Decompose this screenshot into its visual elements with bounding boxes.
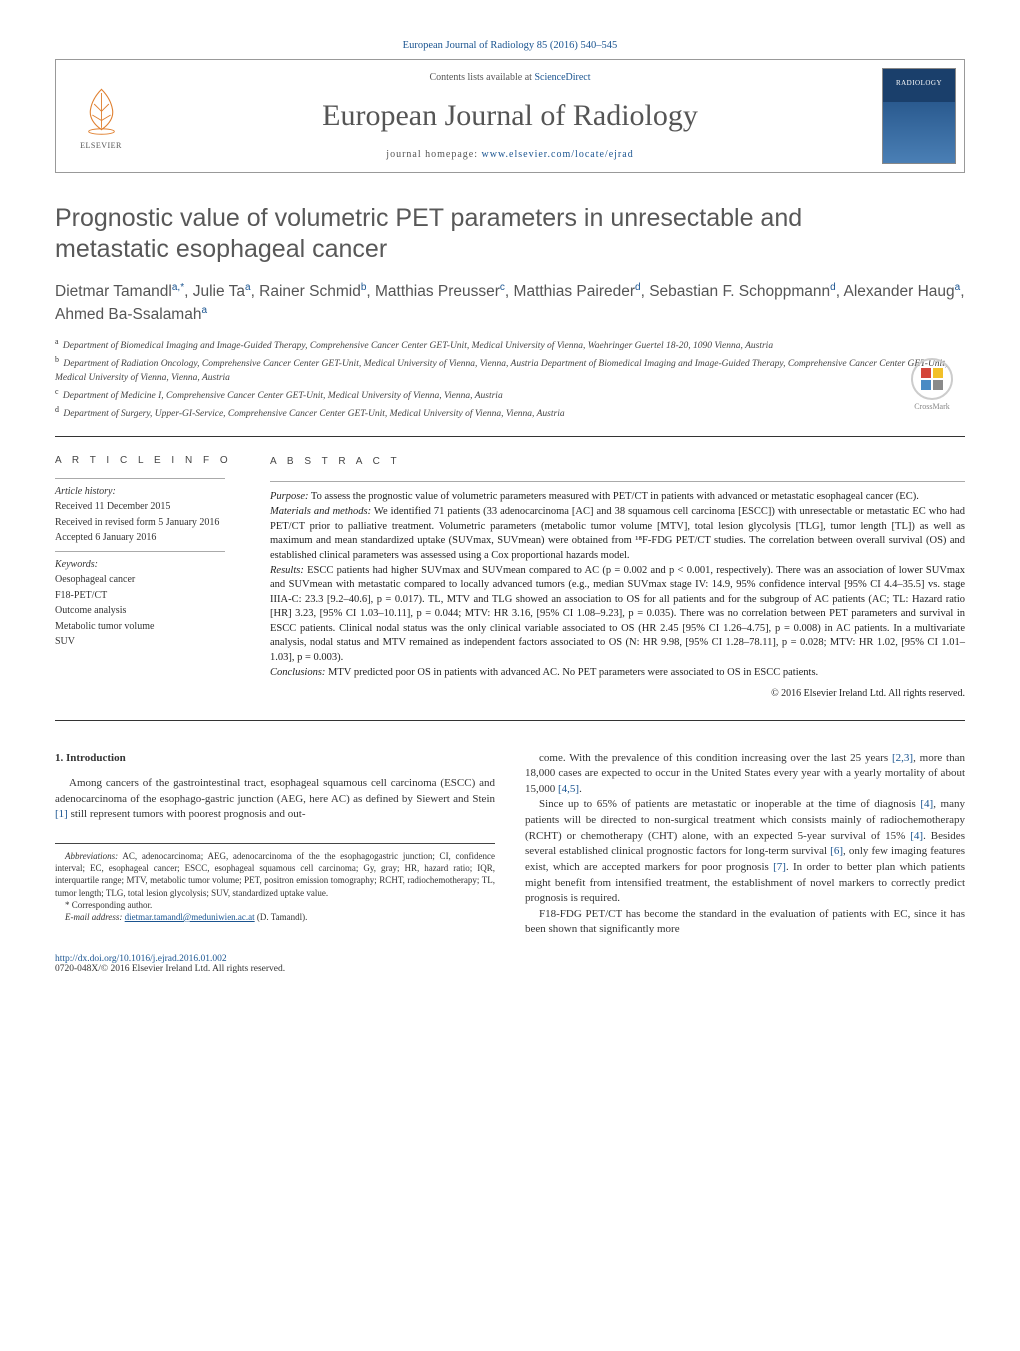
email-suffix: (D. Tamandl).	[255, 912, 308, 922]
elsevier-logo: ELSEVIER	[56, 60, 146, 172]
keyword-item: F18-PET/CT	[55, 589, 245, 603]
journal-header: ELSEVIER Contents lists available at Sci…	[55, 59, 965, 173]
rule	[55, 720, 965, 721]
affiliation-line: a Department of Biomedical Imaging and I…	[55, 336, 965, 354]
cover-label: RADIOLOGY	[883, 79, 955, 87]
journal-reference: European Journal of Radiology 85 (2016) …	[55, 40, 965, 51]
sciencedirect-link[interactable]: ScienceDirect	[534, 72, 590, 83]
affiliation-line: d Department of Surgery, Upper-GI-Servic…	[55, 404, 965, 422]
reference-link[interactable]: [6]	[830, 845, 843, 857]
authors-list: Dietmar Tamandla,*, Julie Taa, Rainer Sc…	[55, 280, 965, 327]
article-title: Prognostic value of volumetric PET param…	[55, 203, 835, 266]
contents-line: Contents lists available at ScienceDirec…	[429, 72, 590, 83]
elsevier-label: ELSEVIER	[80, 141, 122, 150]
body-paragraph: Among cancers of the gastrointestinal tr…	[55, 776, 495, 823]
reference-link[interactable]: [1]	[55, 808, 68, 820]
keyword-item: Outcome analysis	[55, 604, 245, 618]
doi-link[interactable]: http://dx.doi.org/10.1016/j.ejrad.2016.0…	[55, 954, 227, 964]
crossmark-label: CrossMark	[914, 402, 950, 411]
affiliations: a Department of Biomedical Imaging and I…	[55, 336, 965, 421]
email-line: E-mail address: dietmar.tamandl@meduniwi…	[55, 911, 495, 923]
affiliation-line: b Department of Radiation Oncology, Comp…	[55, 354, 965, 386]
email-link[interactable]: dietmar.tamandl@meduniwien.ac.at	[125, 912, 255, 922]
crossmark-icon	[917, 364, 947, 394]
abstract-column: A B S T R A C T Purpose: To assess the p…	[270, 455, 965, 702]
body-paragraph: come. With the prevalence of this condit…	[525, 751, 965, 798]
abstract-paragraph: Results: ESCC patients had higher SUVmax…	[270, 564, 965, 665]
keyword-item: Metabolic tumor volume	[55, 620, 245, 634]
footnotes: Abbreviations: AC, adenocarcinoma; AEG, …	[55, 843, 495, 923]
body-paragraph: F18-FDG PET/CT has become the standard i…	[525, 907, 965, 938]
journal-cover-thumbnail: RADIOLOGY	[874, 60, 964, 172]
reference-link[interactable]: [4,5]	[558, 783, 579, 795]
abbr-label: Abbreviations:	[65, 851, 118, 861]
intro-heading: 1. Introduction	[55, 751, 495, 767]
homepage-line: journal homepage: www.elsevier.com/locat…	[386, 149, 633, 160]
history-item: Accepted 6 January 2016	[55, 531, 245, 545]
abstract-heading: A B S T R A C T	[270, 455, 965, 469]
reference-link[interactable]: [4]	[920, 798, 933, 810]
email-label: E-mail address:	[65, 912, 125, 922]
homepage-label: journal homepage:	[386, 149, 481, 160]
abbr-text: AC, adenocarcinoma; AEG, adenocarcinoma …	[55, 851, 495, 897]
abstract-paragraph: Materials and methods: We identified 71 …	[270, 505, 965, 563]
crossmark-badge[interactable]: CrossMark	[897, 358, 967, 411]
contents-text: Contents lists available at	[429, 72, 534, 83]
corresponding-author: * Corresponding author.	[55, 899, 495, 911]
keywords-label: Keywords:	[55, 558, 245, 572]
homepage-link[interactable]: www.elsevier.com/locate/ejrad	[482, 149, 634, 160]
abstract-paragraph: Conclusions: MTV predicted poor OS in pa…	[270, 666, 965, 680]
rule	[55, 436, 965, 437]
keyword-item: SUV	[55, 635, 245, 649]
right-text-column: come. With the prevalence of this condit…	[525, 751, 965, 938]
reference-link[interactable]: [2,3]	[892, 752, 913, 764]
reference-link[interactable]: [4]	[910, 830, 923, 842]
article-info-heading: A R T I C L E I N F O	[55, 455, 245, 466]
history-label: Article history:	[55, 485, 245, 499]
abstract-paragraph: Purpose: To assess the prognostic value …	[270, 490, 965, 504]
left-text-column: 1. Introduction Among cancers of the gas…	[55, 751, 495, 938]
abbreviations: Abbreviations: AC, adenocarcinoma; AEG, …	[55, 850, 495, 899]
affiliation-line: c Department of Medicine I, Comprehensiv…	[55, 386, 965, 404]
keyword-item: Oesophageal cancer	[55, 573, 245, 587]
abstract-copyright: © 2016 Elsevier Ireland Ltd. All rights …	[270, 687, 965, 701]
journal-name: European Journal of Radiology	[322, 99, 698, 133]
bottom-copyright: 0720-048X/© 2016 Elsevier Ireland Ltd. A…	[55, 964, 965, 974]
doi-section: http://dx.doi.org/10.1016/j.ejrad.2016.0…	[55, 954, 965, 974]
history-item: Received in revised form 5 January 2016	[55, 516, 245, 530]
reference-link[interactable]: [7]	[773, 861, 786, 873]
body-text: 1. Introduction Among cancers of the gas…	[55, 751, 965, 938]
history-item: Received 11 December 2015	[55, 500, 245, 514]
article-info-column: A R T I C L E I N F O Article history: R…	[55, 455, 270, 702]
body-paragraph: Since up to 65% of patients are metastat…	[525, 797, 965, 906]
elsevier-tree-icon	[74, 82, 129, 137]
